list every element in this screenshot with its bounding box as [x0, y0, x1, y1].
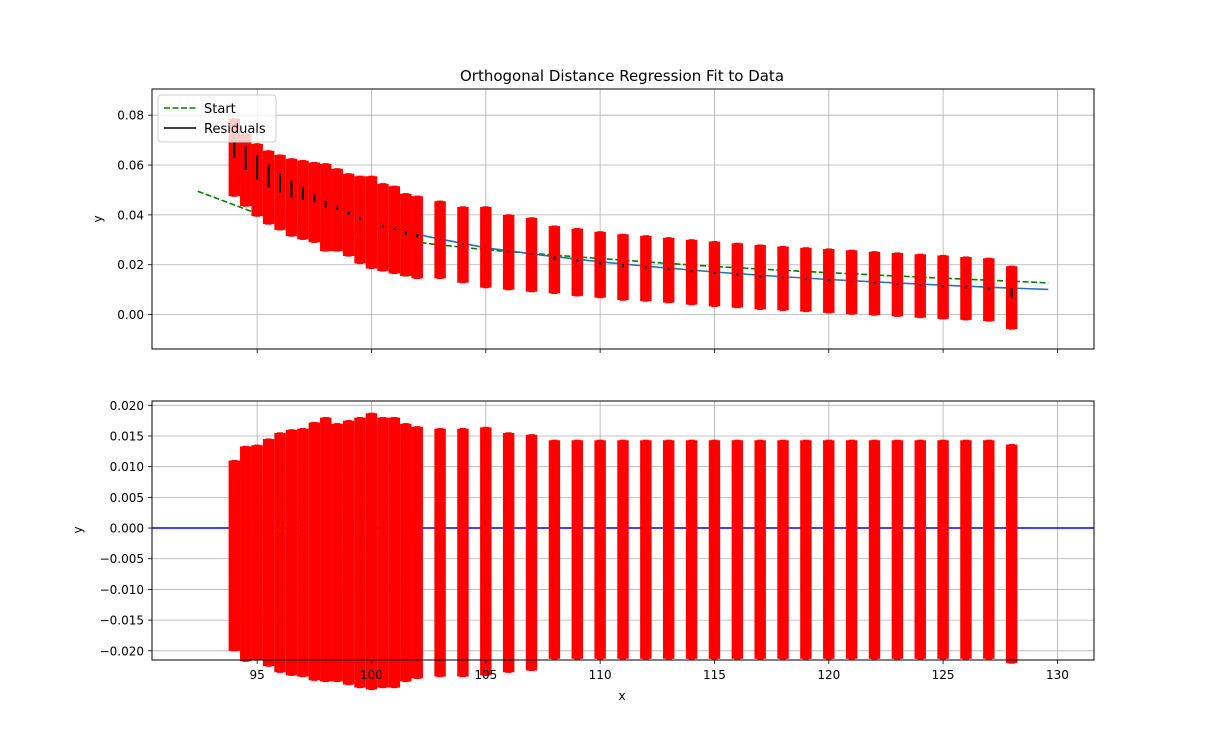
y-tick-label: 0.08	[117, 109, 144, 123]
y-tick-label: −0.010	[100, 583, 144, 597]
y-tick-label: 0.00	[117, 308, 144, 322]
bottom-data-point	[597, 546, 604, 553]
bottom-data-point	[265, 549, 272, 556]
bottom-data-point	[665, 546, 672, 553]
bottom-plot-area	[152, 412, 1094, 691]
bottom-data-point	[299, 549, 306, 556]
x-tick-label: 95	[250, 668, 265, 682]
bottom-data-point	[231, 552, 238, 559]
bottom-data-point	[871, 546, 878, 553]
bottom-data-point	[391, 549, 398, 556]
bottom-data-point	[551, 546, 558, 553]
top-plot-area	[197, 118, 1049, 330]
bottom-data-point	[574, 546, 581, 553]
bottom-data-point	[1008, 550, 1015, 557]
bottom-data-point	[277, 549, 284, 556]
bottom-axes-frame	[151, 400, 1095, 661]
legend-frame	[157, 94, 277, 143]
legend: Start Residuals	[157, 94, 277, 143]
legend-residuals-label: Residuals	[204, 122, 266, 137]
y-tick-label: 0.015	[110, 429, 144, 443]
y-tick-label: 0.000	[110, 522, 144, 536]
bottom-data-point	[379, 549, 386, 556]
bottom-data-point	[757, 546, 764, 553]
x-tick-label: 105	[474, 668, 497, 682]
bottom-data-point	[345, 549, 352, 556]
bottom-data-point	[711, 546, 718, 553]
bottom-data-point	[368, 548, 375, 555]
bottom-data-point	[402, 549, 409, 556]
bottom-data-point	[642, 546, 649, 553]
y-tick-label: 0.04	[117, 208, 144, 222]
bottom-data-point	[288, 549, 295, 556]
top-grid	[152, 89, 1094, 349]
y-tick-label: 0.020	[110, 399, 144, 413]
x-tick-label: 110	[589, 668, 612, 682]
bottom-data-point	[505, 549, 512, 556]
bottom-data-point	[802, 546, 809, 553]
bottom-data-point	[962, 546, 969, 553]
bottom-data-point	[894, 546, 901, 553]
bottom-data-point	[688, 546, 695, 553]
x-tick-label: 100	[360, 668, 383, 682]
top-axes: Orthogonal Distance Regression Fit to Da…	[91, 67, 1095, 353]
bottom-y-axis-label: y	[71, 526, 85, 533]
top-axes-frame	[151, 88, 1095, 350]
bottom-data-point	[322, 546, 329, 553]
y-tick-label: 0.005	[110, 491, 144, 505]
bottom-data-point	[437, 549, 444, 556]
top-data-point	[368, 219, 375, 226]
bottom-data-point	[459, 549, 466, 556]
bottom-data-point	[940, 546, 947, 553]
bottom-data-point	[311, 548, 318, 555]
x-tick-label: 125	[932, 668, 955, 682]
x-tick-label: 115	[703, 668, 726, 682]
x-axis-label: x	[618, 689, 625, 703]
bottom-data-point	[985, 546, 992, 553]
y-tick-label: 0.010	[110, 460, 144, 474]
top-ticks: 0.00 0.02 0.04 0.06 0.08	[117, 109, 1058, 353]
x-tick-label: 130	[1046, 668, 1069, 682]
bottom-data-point	[357, 549, 364, 556]
y-tick-label: 0.02	[117, 258, 144, 272]
chart-title: Orthogonal Distance Regression Fit to Da…	[460, 67, 784, 85]
bottom-data-point	[242, 550, 249, 557]
bottom-data-point	[254, 549, 261, 556]
bottom-data-point	[734, 546, 741, 553]
y-tick-label: −0.015	[100, 614, 144, 628]
y-tick-label: −0.020	[100, 644, 144, 658]
bottom-axes: 95 100 105 110 115 120 125 130 −0.020 −0.015 −0.01…	[71, 399, 1095, 703]
y-tick-label: 0.06	[117, 159, 144, 173]
bottom-data-point	[334, 549, 341, 556]
top-y-axis-label: y	[91, 215, 105, 222]
bottom-data-point	[482, 548, 489, 555]
bottom-ticks: 95 100 105 110 115 120 125 130 −0.020 −0.015 −0.01…	[100, 399, 1069, 682]
bottom-data-point	[528, 549, 535, 556]
bottom-data-point	[917, 546, 924, 553]
bottom-data-point	[848, 546, 855, 553]
bottom-data-point	[780, 546, 787, 553]
bottom-data-point	[414, 549, 421, 556]
bottom-data-point	[620, 546, 626, 553]
legend-start-label: Start	[204, 102, 236, 117]
y-tick-label: −0.005	[100, 552, 144, 566]
bottom-data-point	[825, 546, 832, 553]
x-tick-label: 120	[817, 668, 840, 682]
